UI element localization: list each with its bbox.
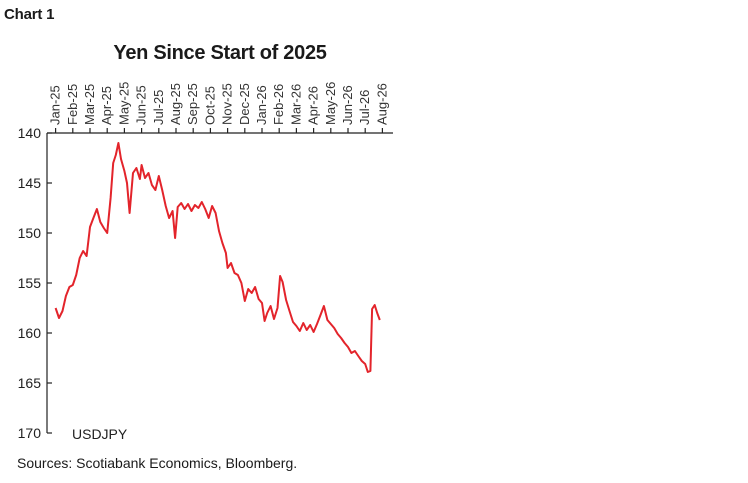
x-tick-label: Apr-25 [99, 86, 114, 125]
x-tick-label: Aug-26 [374, 83, 389, 125]
x-tick-label: Oct-25 [202, 86, 217, 125]
x-tick-label: Feb-26 [271, 84, 286, 125]
x-tick-label: Aug-25 [168, 83, 183, 125]
y-tick-label: 150 [18, 225, 42, 241]
y-axis: 140 145 150 155 160 165 170 [18, 125, 52, 441]
x-axis: Jan-25 Feb-25 Mar-25 Apr-25 May-25 Jun-25 Jul-… [47, 82, 393, 134]
x-tick-label: Sep-25 [185, 83, 200, 125]
y-tick-label: 145 [18, 175, 42, 191]
x-tick-label: Jul-25 [151, 90, 166, 125]
x-tick-label: Jul-26 [357, 90, 372, 125]
series-layer [54, 142, 381, 373]
y-tick-label: 160 [18, 325, 42, 341]
y-tick-label: 165 [18, 375, 42, 391]
x-tick-label: Apr-26 [306, 86, 321, 125]
x-tick-label: Jun-26 [340, 85, 355, 125]
x-tick-label: May-25 [116, 82, 131, 125]
chart-title: Yen Since Start of 2025 [113, 42, 327, 64]
x-tick-label: Nov-25 [220, 83, 235, 125]
x-tick-label: May-26 [323, 82, 338, 125]
x-tick-label: Feb-25 [65, 84, 80, 125]
chart-number: Chart 1 [4, 6, 55, 23]
y-tick-label: 170 [18, 425, 42, 441]
series-line-usdjpy [54, 142, 381, 373]
y-tick-label: 155 [18, 275, 42, 291]
y-tick-label: 140 [18, 125, 42, 141]
x-tick-label: Mar-26 [288, 84, 303, 125]
source-note: Sources: Scotiabank Economics, Bloomberg… [17, 455, 298, 471]
x-tick-label: Mar-25 [82, 84, 97, 125]
x-tick-label: Dec-25 [237, 83, 252, 125]
x-tick-label: Jun-25 [134, 85, 149, 125]
x-tick-label: Jan-26 [254, 85, 269, 125]
series-label-usdjpy: USDJPY [72, 426, 128, 442]
x-tick-label: Jan-25 [48, 85, 63, 125]
